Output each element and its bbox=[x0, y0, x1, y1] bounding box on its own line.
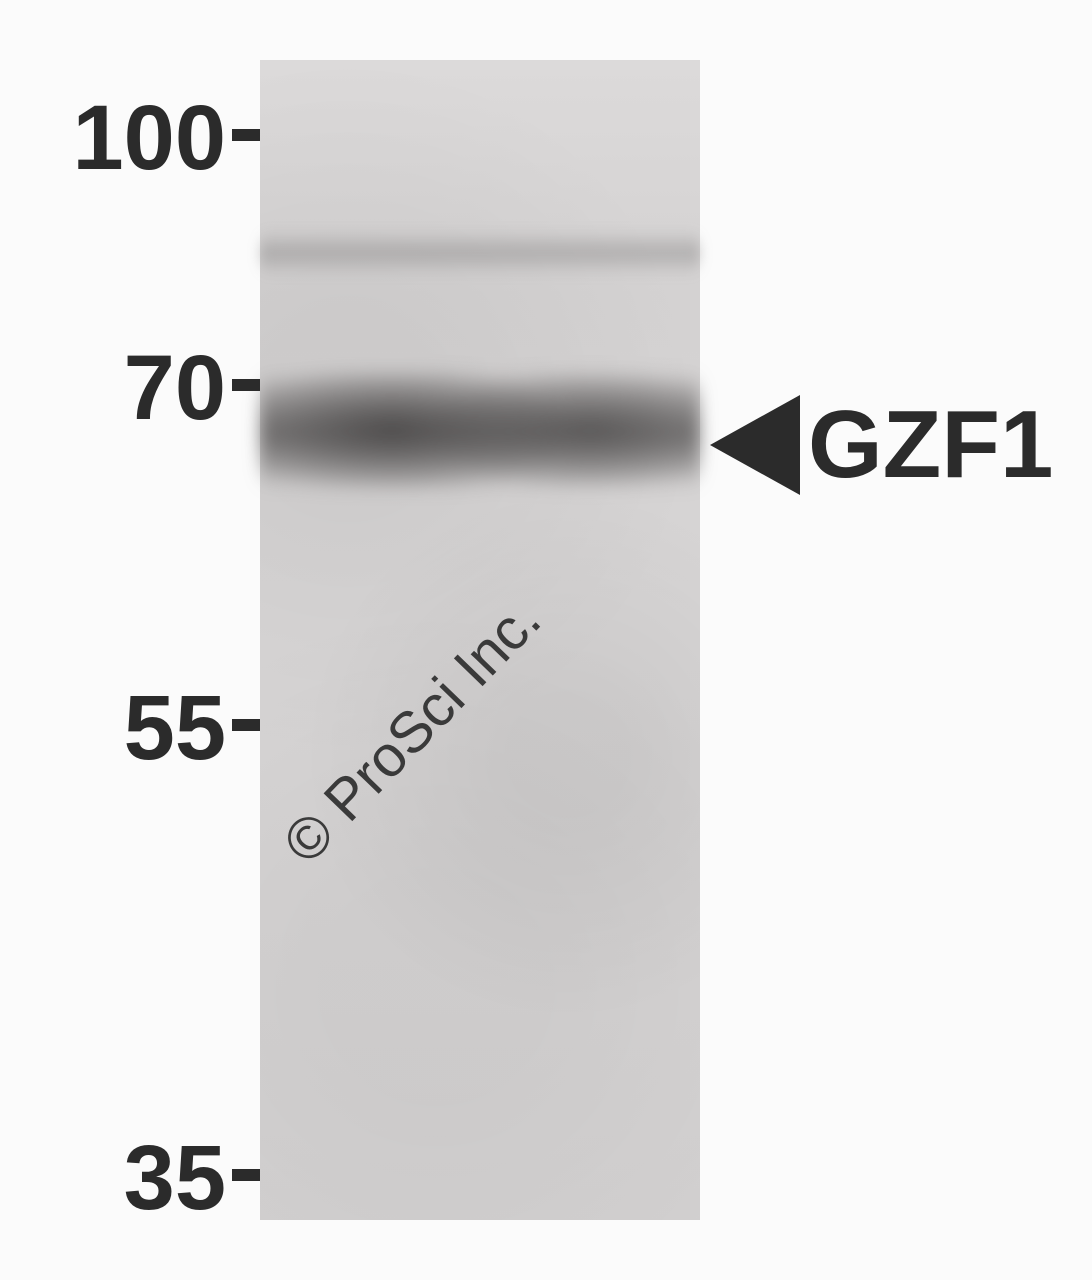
band-target-main bbox=[260, 370, 700, 490]
target-band-marker: GZF1 bbox=[710, 390, 1053, 500]
mw-marker-value: 55 bbox=[124, 677, 226, 779]
mw-marker-value: 70 bbox=[124, 337, 226, 439]
western-blot-figure: 100 70 55 35 GZF1 © ProSci Inc. bbox=[0, 0, 1092, 1280]
left-arrow-icon bbox=[710, 395, 800, 495]
mw-tick-icon bbox=[232, 379, 260, 391]
target-label: GZF1 bbox=[808, 390, 1053, 500]
mw-tick-icon bbox=[232, 1169, 260, 1181]
mw-tick-icon bbox=[232, 129, 260, 141]
mw-tick-icon bbox=[232, 719, 260, 731]
mw-marker-value: 35 bbox=[124, 1127, 226, 1229]
mw-marker-35: 35 bbox=[30, 1120, 260, 1231]
mw-marker-value: 100 bbox=[73, 87, 227, 189]
mw-marker-70: 70 bbox=[30, 330, 260, 441]
mw-marker-100: 100 bbox=[30, 80, 260, 191]
band-nonspecific-upper bbox=[260, 230, 700, 276]
mw-marker-55: 55 bbox=[30, 670, 260, 781]
